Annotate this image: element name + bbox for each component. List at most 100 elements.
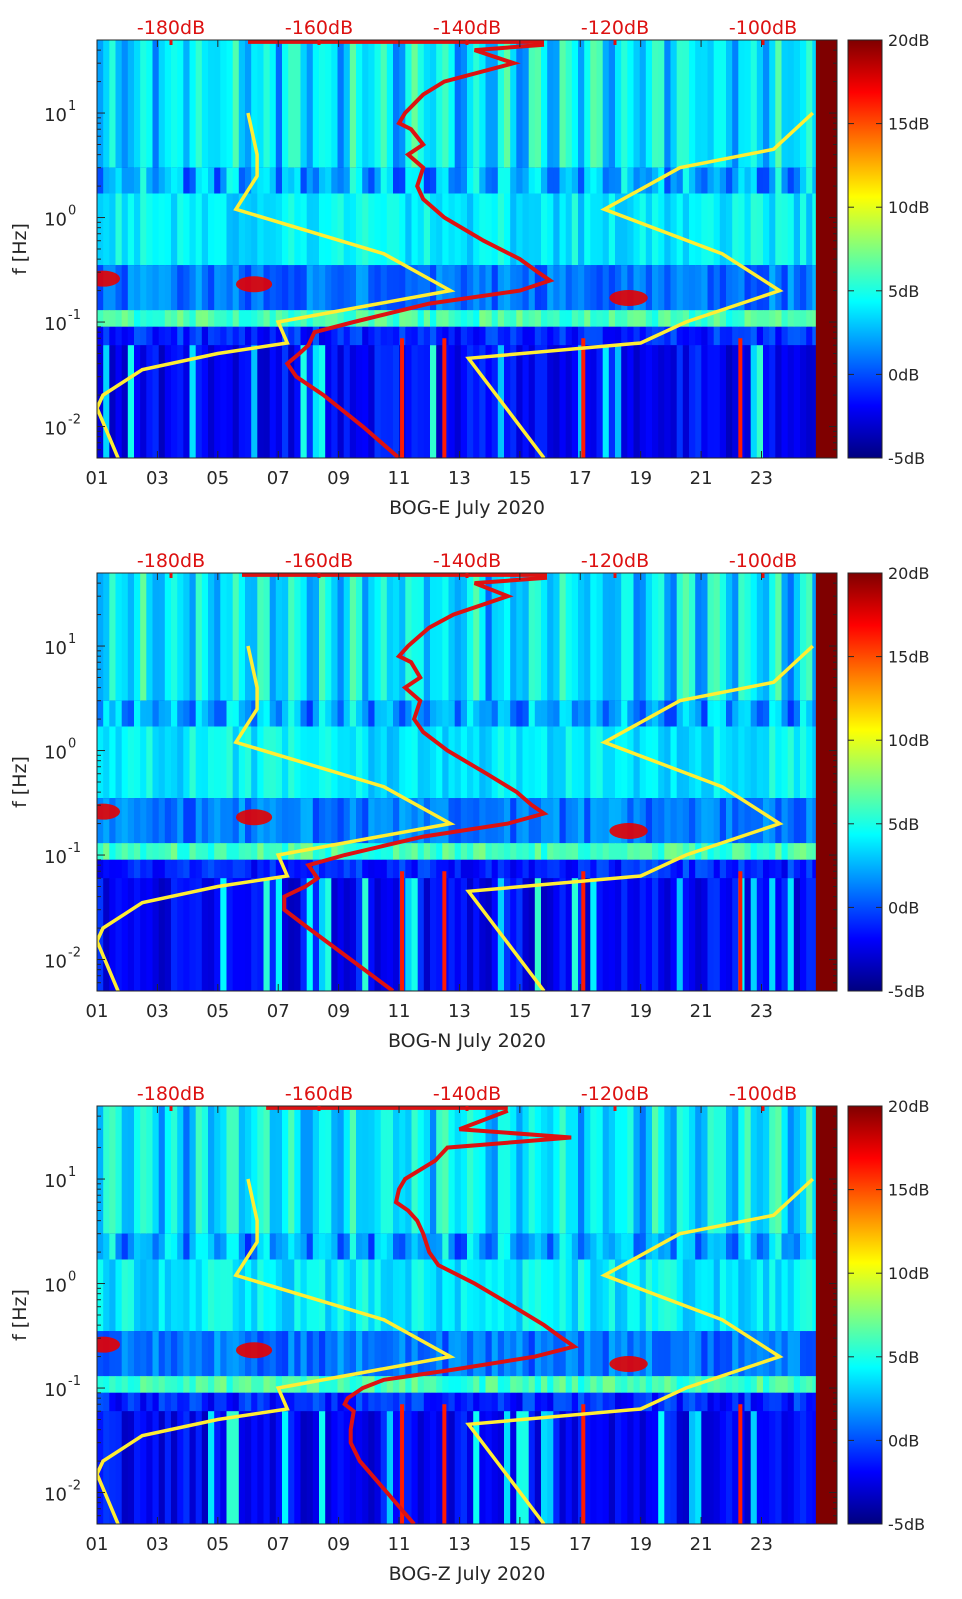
spectrogram-cell (436, 1331, 443, 1377)
spectrogram-cell (103, 40, 110, 168)
spectrogram-cell (658, 265, 665, 311)
spectrogram-cell (559, 40, 567, 168)
spectrogram-cell (812, 859, 820, 879)
spectrogram-cell (534, 1106, 542, 1234)
spectrogram-cell (282, 843, 289, 860)
spectrogram-cell (312, 326, 320, 346)
spectrogram-cell (232, 859, 240, 879)
spectrogram-cell (411, 1259, 419, 1332)
spectrogram-cell (596, 326, 604, 346)
spectrogram-cell (553, 167, 561, 194)
spectrogram-cell (602, 843, 610, 860)
spectrogram-cell (356, 265, 363, 311)
spectrogram-cell (695, 1392, 702, 1412)
spectrogram-cell (775, 1331, 783, 1377)
colorbar-tick-label: 20dB (888, 31, 930, 50)
spectrogram-cell (571, 573, 579, 701)
spectrogram-cell (121, 700, 129, 727)
spectrogram-cell (294, 1331, 302, 1377)
spectrogram-cell (806, 859, 813, 879)
spectrogram-cell (553, 326, 561, 346)
spectrogram-cell (183, 843, 191, 860)
spectrogram-cell (331, 265, 339, 311)
spectrogram-cell (356, 1233, 363, 1260)
spectrogram-cell (744, 265, 752, 311)
spectrogram-cell (183, 193, 191, 266)
spectrogram-cell (146, 878, 154, 991)
spectrogram-cell (534, 345, 542, 458)
spectrogram-cell (337, 345, 345, 458)
spectrogram-cell (306, 1411, 314, 1524)
spectrogram-cell (750, 167, 758, 194)
spectrogram-cell (738, 859, 746, 879)
spectrogram-cell (325, 1106, 332, 1234)
spectrogram-cell (226, 310, 234, 327)
spectrogram-cell (282, 726, 289, 799)
spectrogram-cell (707, 326, 715, 346)
spectrogram-cell (201, 700, 209, 727)
spectrogram-cell (97, 193, 104, 266)
spectrogram-cell (331, 1106, 339, 1234)
spectrogram-cell (744, 40, 752, 168)
spectrogram-cell (497, 167, 505, 194)
spectrogram-cell (565, 843, 573, 860)
spectrogram-cell (251, 345, 258, 458)
spectrogram-cell (726, 1259, 733, 1332)
spectrogram-cell (368, 573, 376, 701)
spectrogram-cell (380, 310, 388, 327)
spectrogram-cell (115, 40, 123, 168)
spectrogram-cell (578, 167, 585, 194)
spectrogram-cell (701, 1106, 709, 1234)
spectrogram-cell (282, 1331, 289, 1377)
spectrogram-cell (201, 843, 209, 860)
spectrogram-cell (485, 1106, 493, 1234)
spectrogram-cell (300, 878, 308, 991)
spectrogram-cell (571, 193, 579, 266)
spectrogram-cell (726, 878, 733, 991)
spectrogram-cell (775, 726, 783, 799)
spectrogram-cell (756, 700, 764, 727)
spectrogram-cell (454, 1376, 462, 1393)
spectrogram-cell (275, 878, 283, 991)
spectrogram-cell (245, 1259, 252, 1332)
spectrogram-cell (695, 859, 702, 879)
spectrogram-cell (602, 1392, 610, 1412)
spectrogram-cell (386, 843, 394, 860)
spectrogram-cell (331, 573, 339, 701)
spectrogram-cell (226, 326, 234, 346)
spectrogram-cell (510, 878, 517, 991)
spectrogram-cell (522, 1106, 530, 1234)
spectrogram-cell (812, 167, 820, 194)
spectrogram-cell (510, 573, 517, 701)
spectrogram-cell (245, 700, 252, 727)
spectrogram-cell (232, 1106, 240, 1234)
spectrogram-cell (356, 798, 363, 844)
spectrogram-cell (417, 1233, 425, 1260)
spectrogram-cell (115, 1411, 123, 1524)
spectrogram-cell (115, 843, 123, 860)
spectrogram-cell (750, 345, 758, 458)
spectrogram-cell (590, 1411, 598, 1524)
spectrogram-cell (208, 265, 215, 311)
spectrogram-cell (534, 1259, 542, 1332)
spectrogram-cell (510, 310, 517, 327)
spectrogram-cell (528, 843, 536, 860)
x-tick-label: 15 (508, 468, 531, 489)
spectrogram-cell (590, 40, 598, 168)
spectrogram-cell (522, 700, 530, 727)
spectrogram-cell (245, 326, 252, 346)
spectrogram-cell (781, 726, 789, 799)
spectrogram-cell (220, 573, 228, 701)
spectrogram-cell (282, 878, 289, 991)
spectrogram-cell (269, 167, 277, 194)
spectrogram-cell (251, 878, 258, 991)
spectrogram-cell (251, 843, 258, 860)
spectrogram-cell (701, 326, 709, 346)
spectrogram-cell (288, 1392, 295, 1412)
spectrogram-cell (763, 700, 770, 727)
spectrogram-cell (201, 726, 209, 799)
spectrogram-cell (405, 345, 413, 458)
spectrogram-cell (633, 1106, 641, 1234)
spectrogram-cell (109, 1106, 117, 1234)
spectrogram-cell (559, 326, 567, 346)
